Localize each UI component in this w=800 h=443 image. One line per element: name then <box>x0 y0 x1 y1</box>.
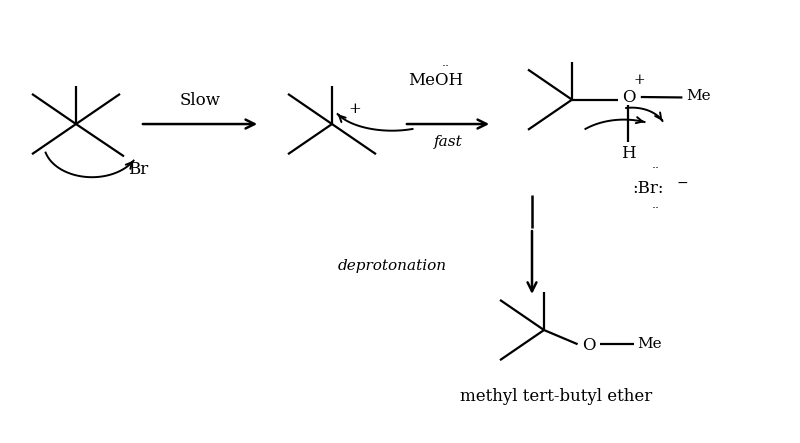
Text: −: − <box>677 175 689 190</box>
Text: Br: Br <box>128 161 148 178</box>
Text: MeOH: MeOH <box>409 73 463 89</box>
Text: O: O <box>622 89 636 106</box>
Text: ··: ·· <box>651 162 659 175</box>
Text: deprotonation: deprotonation <box>338 259 446 273</box>
Text: fast: fast <box>434 135 462 149</box>
Text: :Br:: :Br: <box>632 180 664 197</box>
Text: Me: Me <box>686 89 711 103</box>
Text: +: + <box>348 102 361 116</box>
Text: Me: Me <box>638 337 662 351</box>
Text: methyl tert-butyl ether: methyl tert-butyl ether <box>460 389 652 405</box>
Text: ··: ·· <box>651 202 659 214</box>
Text: H: H <box>621 145 635 162</box>
Text: Slow: Slow <box>179 92 221 109</box>
Text: ··: ·· <box>442 60 450 73</box>
Text: +: + <box>634 73 645 87</box>
Text: O: O <box>582 337 596 354</box>
